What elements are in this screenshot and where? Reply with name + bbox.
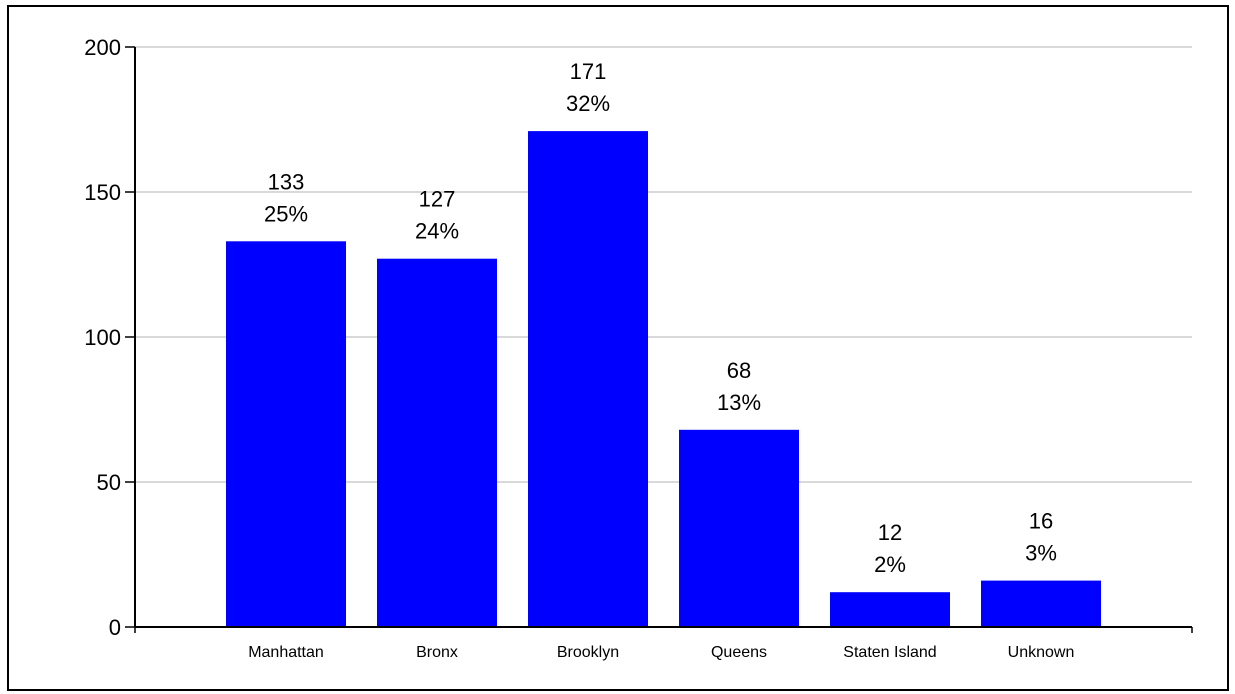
x-category-label: Bronx (416, 644, 458, 661)
bar-unknown (981, 580, 1101, 627)
bar-brooklyn (528, 131, 648, 627)
y-tick-label: 0 (109, 615, 121, 640)
bar-staten-island (830, 592, 950, 627)
bar-value-label: 171 (570, 59, 607, 84)
bar-value-label: 68 (727, 358, 751, 383)
x-category-label: Brooklyn (557, 644, 619, 661)
x-category-label: Manhattan (248, 644, 324, 661)
bar-value-label: 12 (878, 520, 902, 545)
bar-percent-label: 32% (566, 91, 610, 116)
bar-percent-label: 24% (415, 219, 459, 244)
bar-value-label: 127 (419, 187, 456, 212)
bars (226, 131, 1101, 628)
y-tick-label: 100 (84, 325, 121, 350)
y-tick-label: 200 (84, 35, 121, 60)
axes (125, 46, 1193, 633)
x-category-label: Staten Island (843, 644, 936, 661)
bar-value-label: 16 (1029, 509, 1053, 534)
bar-percent-label: 3% (1025, 541, 1057, 566)
bar-percent-label: 13% (717, 390, 761, 415)
bar-manhattan (226, 241, 346, 628)
x-category-label: Unknown (1008, 644, 1075, 661)
labels: 0 50 100 150 200 133 25% Manhattan 127 24% Bronx 17… (84, 35, 1074, 661)
y-tick-label: 150 (84, 180, 121, 205)
x-category-label: Queens (711, 644, 767, 661)
bar-bronx (377, 258, 497, 627)
bar-value-label: 133 (268, 169, 305, 194)
bar-percent-label: 25% (264, 201, 308, 226)
bar-percent-label: 2% (874, 552, 906, 577)
y-tick-label: 50 (97, 470, 121, 495)
bar-queens (679, 429, 799, 627)
